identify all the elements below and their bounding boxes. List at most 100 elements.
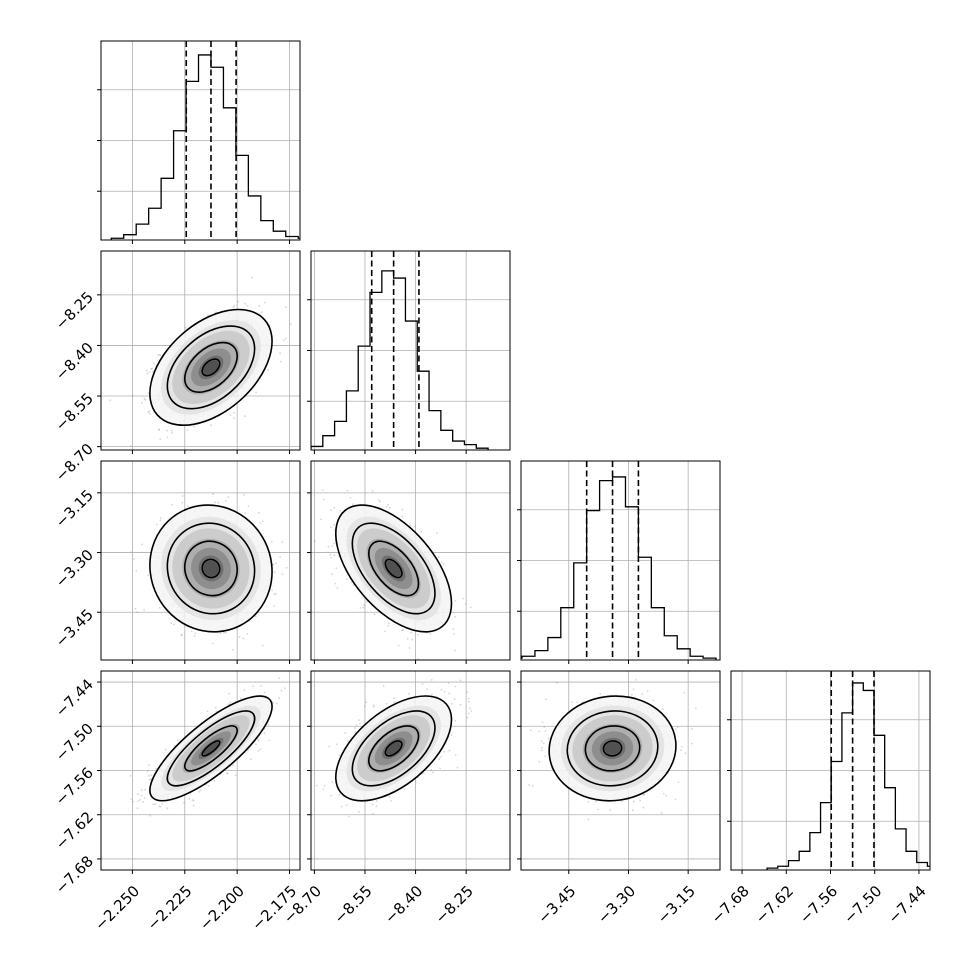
sample-point [206, 710, 209, 713]
sample-point [159, 438, 162, 441]
sample-point [148, 410, 151, 413]
density-fill [386, 560, 401, 577]
sample-point [469, 606, 472, 609]
sample-point [215, 710, 218, 713]
sample-point [226, 772, 228, 775]
sample-point [454, 599, 457, 602]
sample-point [161, 803, 164, 805]
histogram-panel-3 [731, 671, 930, 870]
sample-point [129, 445, 132, 447]
sample-point [194, 632, 197, 635]
sample-point [320, 518, 322, 521]
sample-point [147, 574, 150, 577]
sample-point [263, 691, 266, 694]
histogram-panel-0 [101, 41, 300, 240]
sample-point [190, 630, 193, 633]
sample-point [147, 392, 150, 395]
sample-point [231, 648, 234, 651]
sample-point [249, 758, 252, 760]
sample-point [308, 548, 310, 550]
sample-point [329, 553, 332, 556]
sample-point [225, 499, 227, 502]
sample-point [334, 582, 337, 585]
sample-point [349, 497, 352, 499]
sample-point [379, 500, 381, 503]
sample-point [406, 637, 409, 640]
sample-point [157, 353, 160, 356]
histogram-panel-2 [521, 461, 720, 660]
contour-line [183, 540, 238, 597]
sample-point [158, 429, 160, 432]
sample-point [429, 633, 432, 635]
sample-point [371, 490, 374, 492]
sample-point [246, 633, 249, 635]
sample-point [330, 526, 332, 528]
sample-point [134, 607, 137, 610]
contour-line [149, 308, 273, 427]
sample-point [362, 604, 365, 607]
sample-point [401, 629, 404, 632]
contour-line [166, 522, 256, 615]
sample-point [285, 566, 288, 569]
sample-point [166, 807, 169, 810]
sample-point [229, 414, 232, 417]
sample-point [181, 634, 183, 637]
sample-point [132, 800, 135, 803]
sample-point [327, 545, 330, 548]
sample-point [273, 605, 276, 607]
sample-point [259, 521, 262, 524]
sample-point [335, 567, 338, 570]
sample-point [244, 415, 246, 418]
sample-point [452, 628, 455, 630]
sample-point [143, 608, 146, 611]
sample-point [224, 631, 227, 634]
sample-point [171, 432, 173, 434]
sample-point [322, 498, 325, 501]
sample-point [135, 570, 138, 572]
sample-point [197, 453, 199, 455]
sample-point [352, 503, 354, 506]
sample-point [153, 362, 155, 365]
sample-point [159, 354, 161, 357]
sample-point [401, 508, 404, 511]
sample-point [143, 796, 146, 799]
sample-point [259, 748, 262, 750]
sample-point [214, 501, 217, 504]
sample-point [387, 503, 389, 506]
sample-point [281, 541, 284, 543]
density-fill [203, 560, 219, 577]
sample-point [227, 703, 230, 706]
sample-point [373, 613, 376, 616]
sample-point [413, 525, 416, 527]
sample-point [109, 399, 112, 402]
sample-point [244, 302, 247, 305]
sample-point [333, 507, 336, 509]
sample-point [270, 540, 273, 543]
sample-point [229, 701, 232, 704]
sample-point [147, 764, 150, 766]
sample-point [146, 770, 149, 773]
sample-point [149, 413, 151, 415]
sample-point [261, 520, 264, 523]
sample-point [441, 561, 443, 564]
sample-point [282, 339, 285, 342]
sample-point [410, 631, 412, 634]
sample-point [331, 573, 333, 575]
sample-point [257, 749, 260, 752]
sample-point [137, 800, 140, 802]
sample-point [257, 739, 260, 742]
sample-point [170, 622, 173, 625]
scatter-panel-1-0 [101, 251, 300, 455]
sample-point [464, 603, 467, 605]
sample-point [321, 489, 324, 491]
sample-point [453, 633, 455, 635]
sample-point [385, 505, 388, 508]
sample-point [258, 304, 261, 307]
sample-point [255, 391, 257, 394]
sample-point [184, 326, 187, 329]
sample-point [132, 394, 134, 397]
sample-point [387, 624, 390, 627]
sample-point [409, 524, 412, 527]
sample-point [281, 573, 284, 576]
sample-point [442, 563, 445, 565]
